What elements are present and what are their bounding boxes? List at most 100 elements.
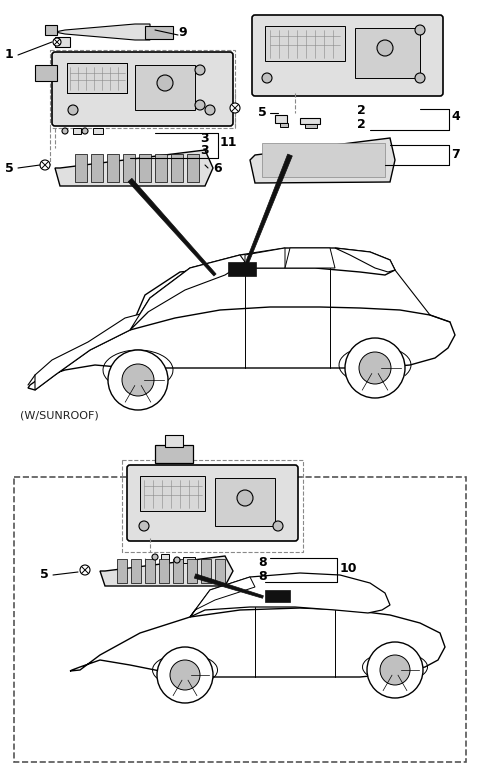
- Bar: [123, 154, 135, 182]
- Text: 3: 3: [200, 145, 209, 157]
- Circle shape: [108, 350, 168, 410]
- Bar: [35, 65, 57, 81]
- Bar: [91, 154, 103, 182]
- Circle shape: [230, 103, 240, 113]
- Polygon shape: [245, 248, 285, 268]
- Polygon shape: [130, 255, 245, 330]
- Text: 8: 8: [258, 555, 266, 569]
- Text: 11: 11: [220, 135, 238, 149]
- Circle shape: [195, 100, 205, 110]
- Bar: [187, 154, 199, 182]
- Text: 9: 9: [178, 26, 187, 38]
- Bar: [159, 559, 169, 583]
- Bar: [305, 124, 317, 128]
- Circle shape: [122, 364, 154, 396]
- Polygon shape: [55, 24, 150, 40]
- Circle shape: [195, 65, 205, 75]
- Bar: [145, 559, 155, 583]
- Circle shape: [380, 655, 410, 685]
- Bar: [355, 28, 420, 78]
- Polygon shape: [130, 248, 395, 330]
- Bar: [14, 477, 466, 762]
- Bar: [228, 262, 256, 276]
- FancyBboxPatch shape: [252, 15, 443, 96]
- Circle shape: [377, 40, 393, 56]
- Text: 5: 5: [5, 162, 14, 174]
- Bar: [161, 554, 169, 561]
- Bar: [165, 435, 183, 447]
- Bar: [122, 460, 303, 552]
- Bar: [215, 559, 225, 583]
- Polygon shape: [190, 573, 390, 617]
- Polygon shape: [285, 248, 335, 268]
- Bar: [155, 154, 167, 182]
- Circle shape: [62, 128, 68, 134]
- Bar: [215, 478, 275, 526]
- Text: 1: 1: [5, 48, 14, 62]
- Bar: [265, 590, 290, 602]
- Circle shape: [359, 352, 391, 384]
- Circle shape: [415, 25, 425, 35]
- Circle shape: [415, 73, 425, 83]
- Circle shape: [157, 647, 213, 703]
- FancyBboxPatch shape: [52, 52, 233, 126]
- Circle shape: [262, 73, 272, 83]
- Text: 4: 4: [451, 110, 460, 124]
- Text: 5: 5: [258, 106, 267, 120]
- Bar: [140, 476, 205, 511]
- Bar: [75, 154, 87, 182]
- Circle shape: [170, 660, 200, 690]
- Bar: [131, 559, 141, 583]
- Text: 8: 8: [258, 569, 266, 583]
- Circle shape: [205, 105, 215, 115]
- Bar: [171, 154, 183, 182]
- Bar: [300, 118, 320, 124]
- Bar: [50, 50, 235, 128]
- Circle shape: [367, 642, 423, 698]
- Bar: [280, 123, 288, 127]
- Text: 10: 10: [340, 562, 358, 576]
- Text: 6: 6: [213, 162, 222, 174]
- Polygon shape: [70, 608, 445, 677]
- Bar: [139, 154, 151, 182]
- Polygon shape: [55, 150, 213, 186]
- Circle shape: [40, 160, 50, 170]
- Text: 5: 5: [40, 569, 49, 582]
- Polygon shape: [100, 556, 233, 586]
- Bar: [73, 128, 81, 134]
- Circle shape: [80, 565, 90, 575]
- Polygon shape: [194, 574, 264, 598]
- Bar: [107, 154, 119, 182]
- Bar: [45, 25, 57, 35]
- Bar: [183, 557, 195, 563]
- Polygon shape: [128, 178, 216, 276]
- Bar: [93, 128, 103, 134]
- Text: (W/SUNROOF): (W/SUNROOF): [20, 410, 99, 420]
- Polygon shape: [335, 248, 395, 272]
- Circle shape: [139, 521, 149, 531]
- Polygon shape: [35, 312, 148, 390]
- Polygon shape: [250, 138, 395, 183]
- Circle shape: [53, 38, 61, 46]
- Circle shape: [152, 554, 158, 560]
- Bar: [67, 63, 127, 93]
- Polygon shape: [244, 154, 292, 268]
- Bar: [55, 37, 70, 47]
- Bar: [201, 559, 211, 583]
- Circle shape: [157, 75, 173, 91]
- Text: 7: 7: [451, 149, 460, 162]
- Circle shape: [174, 557, 180, 563]
- Bar: [265, 26, 345, 61]
- Bar: [135, 65, 195, 110]
- Bar: [117, 559, 127, 583]
- Bar: [67, 63, 127, 93]
- Circle shape: [273, 521, 283, 531]
- Polygon shape: [190, 577, 255, 617]
- Bar: [173, 559, 183, 583]
- Circle shape: [345, 338, 405, 398]
- Circle shape: [82, 128, 88, 134]
- Circle shape: [68, 105, 78, 115]
- Bar: [275, 115, 287, 123]
- Text: 2: 2: [357, 103, 366, 117]
- Bar: [145, 26, 173, 39]
